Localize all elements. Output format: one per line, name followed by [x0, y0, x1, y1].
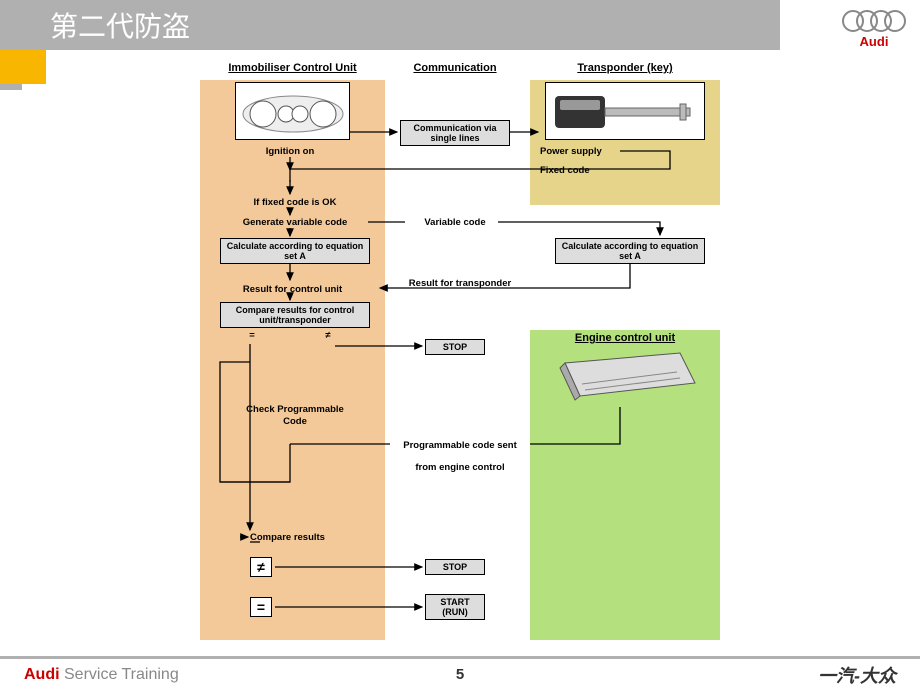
yellow-accent [0, 50, 46, 84]
footer-right: 一汽-大众 [818, 662, 896, 688]
flowchart-diagram: Immobiliser Control Unit Communication T… [200, 62, 740, 642]
col3-header: Transponder (key) [545, 62, 705, 74]
eq-symbol-1: = [242, 330, 262, 341]
gray-accent [0, 84, 22, 90]
fixed-code-text: Fixed code [540, 165, 620, 176]
calc-a-left-box: Calculate according to equation set A [220, 238, 370, 264]
col1-header: Immobiliser Control Unit [210, 62, 375, 74]
page-number: 5 [456, 666, 464, 683]
calc-a-right-box: Calculate according to equation set A [555, 238, 705, 264]
slide-header: 第二代防盗 [0, 0, 780, 50]
footer-service: Service Training [60, 666, 179, 683]
dashboard-image [235, 82, 350, 140]
compare-results-text: Compare results [250, 532, 360, 543]
from-engine-text: from engine control [400, 462, 520, 473]
compare-cu-box: Compare results for control unit/transpo… [220, 302, 370, 328]
ignition-on-text: Ignition on [230, 146, 350, 157]
audi-logo: Audi [846, 10, 902, 49]
eq-symbol-box: = [250, 597, 272, 617]
gen-var-text: Generate variable code [230, 217, 360, 228]
key-image [545, 82, 705, 140]
col1-bg [200, 80, 385, 640]
col2-header: Communication [400, 62, 510, 74]
prog-sent-text: Programmable code sent [390, 440, 530, 451]
slide-title: 第二代防盗 [50, 5, 190, 45]
start-run-box: START (RUN) [425, 594, 485, 620]
stop-box-1: STOP [425, 339, 485, 355]
result-cu-text: Result for control unit [215, 284, 370, 295]
ecu-header: Engine control unit [560, 332, 690, 344]
footer-left: Audi Service Training [24, 666, 179, 684]
audi-logo-text: Audi [846, 34, 902, 49]
if-fixed-ok-text: If fixed code is OK [230, 197, 360, 208]
neq-symbol-1: ≠ [318, 330, 338, 341]
check-prog-text: Check Programmable Code [245, 404, 345, 429]
comm-single-lines-box: Communication via single lines [400, 120, 510, 146]
footer-brand: Audi [24, 666, 60, 683]
power-supply-text: Power supply [540, 146, 630, 157]
slide-footer: Audi Service Training 5 一汽-大众 [0, 656, 920, 690]
result-tr-text: Result for transponder [395, 278, 525, 289]
var-code-text: Variable code [410, 217, 500, 228]
audi-rings-icon [846, 10, 902, 32]
ecu-image [545, 347, 705, 407]
stop-box-2: STOP [425, 559, 485, 575]
neq-symbol-box: ≠ [250, 557, 272, 577]
